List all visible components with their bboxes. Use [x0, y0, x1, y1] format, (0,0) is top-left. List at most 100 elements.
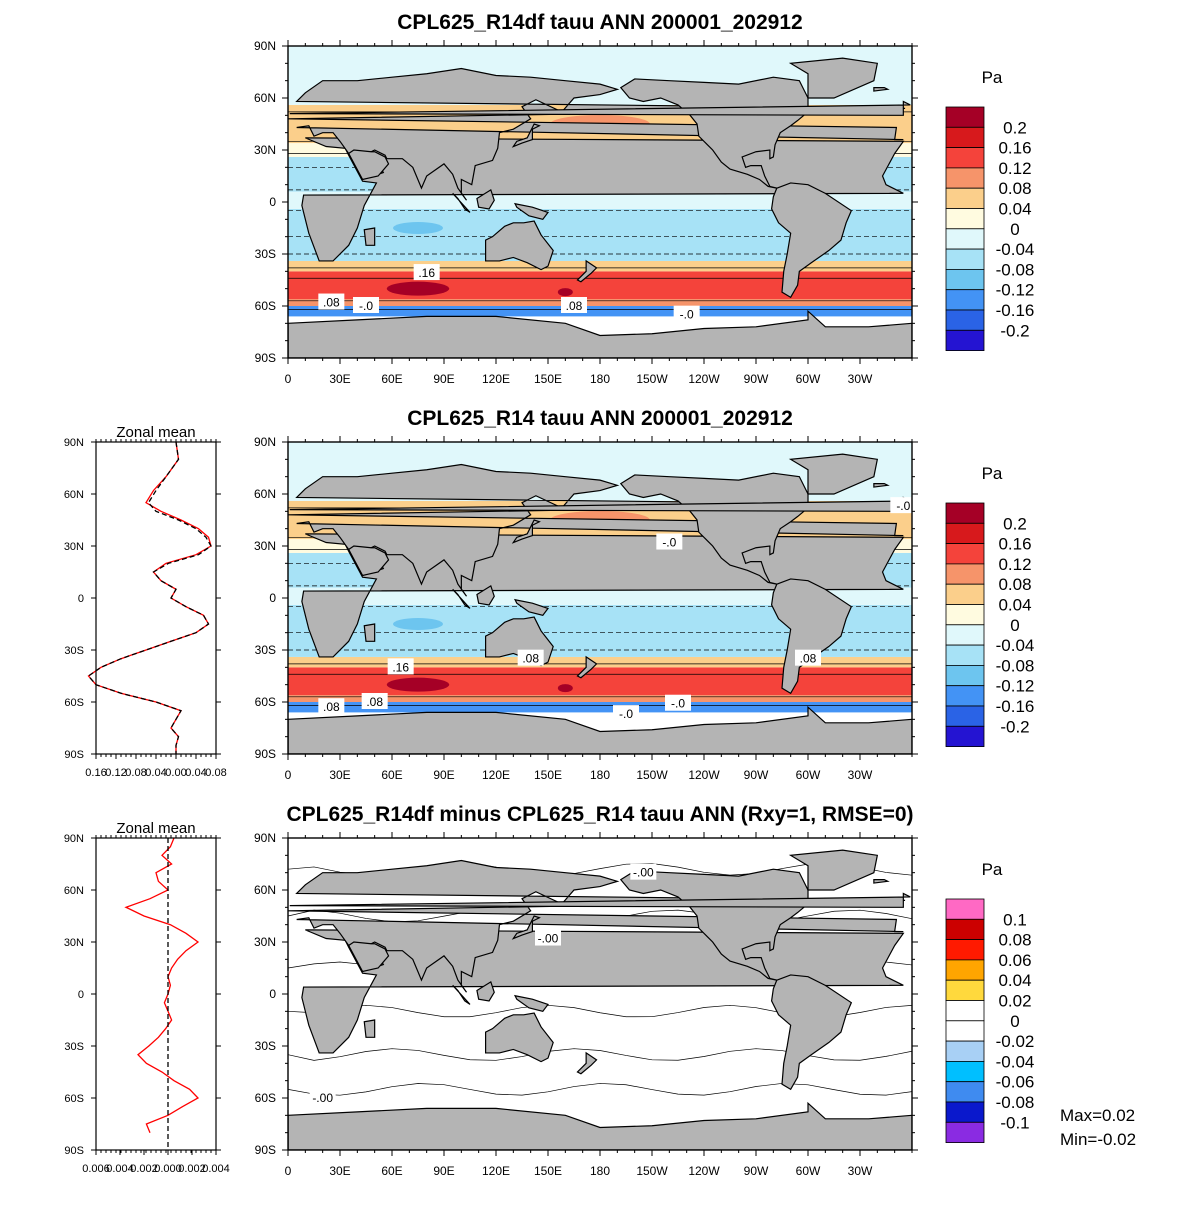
contour-label: -.0	[353, 297, 379, 313]
map-body: .16 .08 -.0 .08 -.0	[0, 46, 912, 358]
land-mass	[873, 86, 890, 92]
lat-tick-label: 30N	[254, 935, 276, 949]
colorbar-label: -0.12	[996, 281, 1035, 300]
value-band	[288, 587, 912, 605]
zonal-title: Zonal mean	[116, 820, 195, 837]
colorbar-unit: Pa	[982, 860, 1003, 879]
land-mass	[576, 259, 598, 283]
map-panels: CPL625_R14df tauu ANN 200001_202912 .16 .0…	[0, 11, 1136, 1178]
zonal-panels: Zonal mean90N60N30N030S60S90S0.160.120.0…	[64, 424, 230, 1175]
zonal-lat-label: 60S	[64, 697, 84, 709]
contour-label-text: .08	[566, 299, 583, 313]
lat-tick-label: 60N	[254, 487, 276, 501]
contour-label-box	[318, 293, 345, 310]
land-mass	[288, 322, 289, 358]
lon-tick-label: 60E	[381, 768, 402, 782]
value-band	[288, 667, 912, 696]
zonal-lat-label: 60S	[64, 1093, 84, 1105]
colorbar-label: -0.04	[996, 240, 1035, 259]
zonal-series-line	[87, 441, 212, 754]
zonal-x-label: 0.00	[165, 767, 186, 779]
map-panel-1: CPL625_R14df tauu ANN 200001_202912 .16 .0…	[0, 11, 1035, 386]
colorbar-box	[945, 1040, 985, 1062]
contour-label-text: .16	[418, 266, 435, 280]
contour-label-box	[665, 694, 691, 711]
zonal-frame	[95, 441, 217, 755]
colorbar-box	[945, 248, 985, 270]
zonal-lat-label: 90S	[64, 1145, 84, 1157]
lon-tick-label: 60E	[381, 372, 402, 386]
land-mass	[289, 892, 911, 908]
land-mass	[513, 598, 549, 617]
colorbar-box	[945, 1020, 985, 1042]
land-mass	[288, 705, 912, 754]
contour-label: -.0	[665, 694, 691, 711]
land-mass	[770, 974, 853, 1091]
colorbar-label: 0.16	[998, 139, 1031, 158]
lon-tick-label: 150W	[636, 768, 668, 782]
colorbar-box	[945, 1101, 985, 1123]
contour-label: .16	[413, 264, 440, 281]
colorbar-box	[945, 289, 985, 311]
contour-label-box	[561, 297, 587, 313]
colorbar-box	[945, 604, 985, 626]
land-mass	[0, 465, 281, 597]
zonal-lat-label: 30N	[64, 541, 84, 553]
colorbar-box	[945, 583, 985, 605]
colorbar-label: -0.08	[996, 656, 1035, 675]
zonal-x-label: 0.12	[105, 767, 126, 779]
contour-label-box	[361, 693, 388, 709]
value-band	[288, 656, 912, 668]
contour-label-box	[630, 863, 657, 880]
colorbar-unit: Pa	[982, 464, 1003, 483]
contour-label: -.0	[890, 497, 912, 514]
lon-tick-label: 60W	[796, 372, 821, 386]
contour-label-text: .08	[323, 296, 340, 310]
colorbar-label: 0	[1010, 616, 1019, 635]
zonal-x-label: 0.002	[178, 1163, 206, 1175]
land-mass	[513, 994, 549, 1013]
zonal-lat-label: 30N	[64, 937, 84, 949]
land-mass	[0, 869, 184, 980]
land-mass	[873, 878, 890, 884]
land-mass	[619, 868, 809, 981]
land-mass	[0, 473, 184, 584]
zonal-x-label: 0.004	[202, 1163, 230, 1175]
land-mass	[167, 58, 254, 98]
lat-tick-label: 60S	[255, 299, 276, 313]
value-band	[288, 299, 912, 306]
contour-label: -.0	[613, 705, 639, 722]
colorbar-label: -0.06	[996, 1073, 1035, 1092]
land-mass	[148, 183, 228, 297]
contour-label-text: -.00	[312, 1091, 333, 1105]
colorbar-label: 0.2	[1003, 514, 1027, 533]
contour-label-text: -.0	[662, 536, 676, 550]
land-mass	[0, 861, 281, 993]
contour-label: .08	[517, 649, 544, 666]
zonal-lat-label: 60N	[64, 489, 84, 501]
lat-tick-label: 30S	[255, 247, 276, 261]
land-mass	[452, 588, 471, 609]
lon-tick-label: 180	[590, 768, 610, 782]
lon-tick-label: 30W	[848, 372, 873, 386]
contour-label-box	[673, 305, 700, 322]
zonal-mean-panel-2: Zonal mean90N60N30N030S60S90S0.0060.0040…	[64, 820, 230, 1175]
contour-label-box	[535, 929, 561, 946]
colorbar-box	[945, 898, 985, 920]
trade-wind-core	[393, 618, 443, 630]
colorbar-box	[945, 665, 985, 687]
colorbar-box	[945, 624, 985, 646]
colorbar-box	[945, 167, 985, 189]
colorbar-box	[945, 208, 985, 230]
lon-tick-label: 30E	[329, 768, 350, 782]
land-mass	[0, 138, 279, 261]
colorbar-box	[945, 979, 985, 1001]
land-mass	[148, 975, 228, 1089]
zonal-x-label: 0.000	[154, 1163, 182, 1175]
colorbar-box	[945, 502, 985, 524]
colorbar-box	[945, 725, 985, 747]
zonal-x-label: 0.08	[205, 767, 226, 779]
lon-tick-label: 30E	[329, 372, 350, 386]
value-band	[288, 260, 912, 272]
